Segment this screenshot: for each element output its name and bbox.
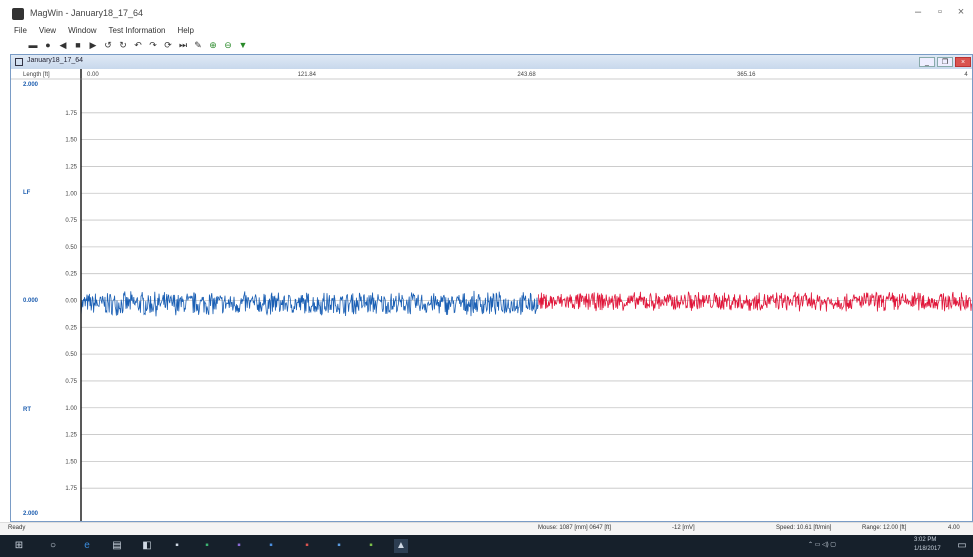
y-tick-label: 0.25 [65, 325, 77, 331]
x-tick-label: 4 [964, 72, 968, 78]
stop-icon[interactable]: ▬ [28, 40, 38, 50]
chart-window: January18_17_64 _ ❐ × Length [ft] 0.00 12… [10, 54, 973, 522]
skip-end-icon[interactable]: ⏭ [178, 40, 188, 50]
y-top-label: 2.000 [23, 82, 39, 88]
y-tick-label: 0.75 [65, 379, 77, 385]
record-icon[interactable]: ● [45, 40, 51, 50]
grid-lines [81, 112, 972, 489]
signal-chart[interactable]: Length [ft] 0.00 121.84 243.68 365.16 4 1.75… [11, 55, 972, 521]
y-tick-label: 1.25 [65, 433, 77, 439]
y-tick-label: 1.50 [65, 138, 77, 144]
y-tick-label: 0.75 [65, 218, 77, 224]
y-tick-label: 1.00 [65, 191, 77, 197]
status-speed: Speed: 10.61 [ft/min] [776, 525, 832, 531]
status-ready: Ready [8, 525, 26, 531]
x-axis-label: Length [ft] [23, 72, 50, 78]
browser-icon[interactable]: e [84, 540, 90, 551]
app-titlebar: MagWin - January18_17_64 – ▫ × [0, 0, 973, 24]
excel-icon[interactable]: ▪ [205, 540, 209, 551]
status-mouse: Mouse: 1087 [mm] 0647 [ft] [538, 525, 612, 531]
rewind-icon[interactable]: ◀ [59, 40, 67, 50]
child-minimize-button[interactable]: _ [919, 57, 935, 67]
x-tick-label: 121.84 [298, 72, 317, 78]
y-bottom-label: 2.000 [23, 511, 39, 517]
child-restore-button[interactable]: ❐ [937, 57, 953, 67]
document-icon [15, 58, 23, 66]
status-range: Range: 12.00 [ft] [862, 525, 907, 531]
y-mid-label: 0.000 [23, 298, 39, 304]
taskbar: ⊞ ○ e ▤ ◧ ▪ ▪ ▪ ▪ ▪ ▪ ▪ ▲ ⌃ ▭ ◁) ▢ 3:02 … [0, 535, 973, 557]
powerpoint-icon[interactable]: ▪ [305, 540, 309, 551]
magwin-taskbar-icon[interactable]: ▲ [394, 539, 408, 553]
start-icon[interactable]: ⊞ [14, 540, 24, 551]
toolbar: ▬ ● ◀ ■ ▶ ↺ ↻ ↶ ↷ ⟳ ⏭ ✎ ⊕ ⊖ ▼ [0, 38, 973, 52]
tray-icons[interactable]: ⌃ ▭ ◁) ▢ [808, 542, 836, 548]
signal-traces [80, 290, 972, 317]
maximize-button[interactable]: ▫ [938, 6, 942, 18]
y-tick-label: 0.25 [65, 272, 77, 278]
app-logo-icon [12, 8, 24, 20]
clock-time: 3:02 PM [914, 537, 937, 543]
menu-test-information[interactable]: Test Information [108, 26, 166, 35]
child-close-button[interactable]: × [955, 57, 971, 67]
file-explorer-icon[interactable]: ▤ [112, 540, 122, 551]
word-icon[interactable]: ▪ [337, 540, 341, 551]
x-tick-label: 243.68 [517, 72, 536, 78]
outlook-icon[interactable]: ▪ [269, 540, 273, 551]
filter-icon[interactable]: ▼ [238, 40, 248, 50]
chart-window-titlebar: January18_17_64 _ ❐ × [11, 55, 972, 69]
menu-help[interactable]: Help [177, 26, 194, 35]
pause-icon[interactable]: ■ [75, 40, 81, 50]
app-icon-2[interactable]: ▪ [369, 540, 373, 551]
x-tick-label: 0.00 [87, 72, 99, 78]
x-tick-labels: 0.00 121.84 243.68 365.16 4 [87, 72, 968, 78]
redo-icon[interactable]: ↷ [149, 40, 157, 50]
rt-label: RT [23, 407, 31, 413]
menu-file[interactable]: File [14, 26, 27, 35]
zoom-in-icon[interactable]: ⊕ [209, 40, 217, 50]
app-icon-1[interactable]: ▪ [175, 540, 179, 551]
status-bar: Ready Mouse: 1087 [mm] 0647 [ft] -12 [mV… [0, 522, 973, 535]
y-tick-label: 0.50 [65, 352, 77, 358]
signal-series-2 [538, 291, 972, 312]
play-icon[interactable]: ▶ [89, 40, 97, 50]
lf-label: LF [23, 190, 31, 196]
y-tick-label: 1.25 [65, 164, 77, 170]
rotate-right-icon[interactable]: ↻ [119, 40, 127, 50]
rotate-left-icon[interactable]: ↺ [104, 40, 112, 50]
signal-series-1 [80, 290, 539, 317]
window-title: MagWin - January18_17_64 [30, 8, 144, 18]
onenote-icon[interactable]: ▪ [237, 540, 241, 551]
y-tick-label: 1.75 [65, 486, 77, 492]
minimize-button[interactable]: – [914, 6, 922, 18]
y-tick-label: 1.00 [65, 406, 77, 412]
zoom-out-icon[interactable]: ⊖ [224, 40, 232, 50]
refresh-icon[interactable]: ⟳ [164, 40, 172, 50]
menu-view[interactable]: View [38, 26, 57, 35]
y-tick-label: 0.00 [65, 299, 77, 305]
notification-icon[interactable]: ▭ [957, 540, 967, 551]
status-end: 4.00 [948, 525, 960, 531]
undo-icon[interactable]: ↶ [134, 40, 142, 50]
clock-date: 1/18/2017 [914, 546, 941, 552]
close-button[interactable]: × [957, 6, 965, 18]
store-icon[interactable]: ◧ [142, 540, 152, 551]
search-icon[interactable]: ○ [49, 540, 57, 551]
status-field: -12 [mV] [672, 525, 695, 531]
chart-window-title: January18_17_64 [27, 57, 84, 64]
y-tick-labels: 1.75 1.50 1.25 1.00 0.75 0.50 0.25 0.00 0.25 0.50… [65, 111, 77, 492]
y-tick-label: 0.50 [65, 245, 77, 251]
measure-icon[interactable]: ✎ [194, 40, 202, 50]
y-tick-label: 1.75 [65, 111, 77, 117]
menu-window[interactable]: Window [68, 26, 97, 35]
y-tick-label: 1.50 [65, 459, 77, 465]
menu-bar: File View Window Test Information Help [0, 24, 973, 38]
x-tick-label: 365.16 [737, 72, 756, 78]
